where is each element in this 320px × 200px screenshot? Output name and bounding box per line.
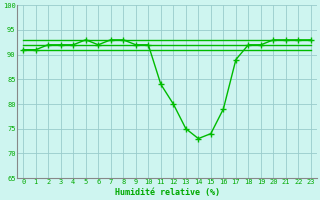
X-axis label: Humidité relative (%): Humidité relative (%): [115, 188, 220, 197]
